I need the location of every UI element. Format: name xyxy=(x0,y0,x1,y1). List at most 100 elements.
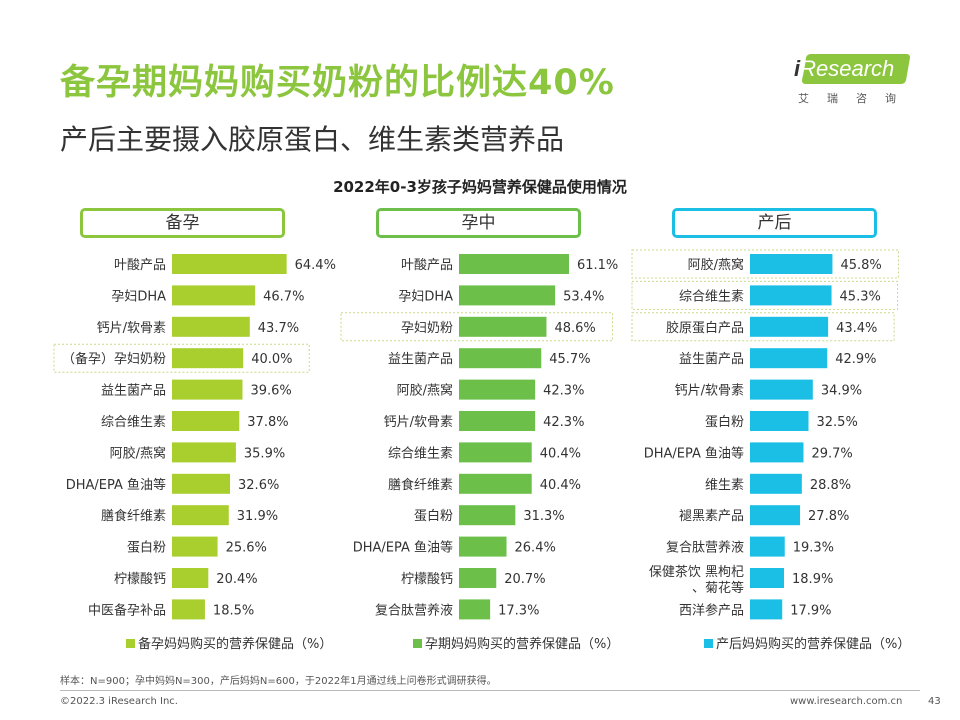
bar xyxy=(172,379,243,400)
bar xyxy=(750,316,829,337)
bar xyxy=(750,285,832,306)
bar xyxy=(750,348,828,369)
value-label: 40.0% xyxy=(251,352,292,367)
bar xyxy=(459,505,516,526)
value-label: 42.3% xyxy=(543,384,584,399)
category-label: DHA/EPA 鱼油等 xyxy=(353,540,453,556)
value-label: 27.8% xyxy=(808,509,849,524)
category-label: 阿胶/燕窝 xyxy=(688,257,744,273)
category-label: 综合维生素 xyxy=(388,446,453,461)
footer-divider xyxy=(60,690,920,691)
bar xyxy=(172,411,240,431)
bar xyxy=(750,505,801,526)
bar xyxy=(459,599,491,620)
category-label: 西洋参产品 xyxy=(679,602,744,618)
category-label: 钙片/软骨素 xyxy=(384,415,453,430)
copyright: ©2022.3 iResearch Inc. xyxy=(60,696,178,707)
category-label: 复合肽营养液 xyxy=(375,602,453,618)
legend-label: 孕期妈妈购买的营养保健品（%） xyxy=(425,636,619,652)
bar xyxy=(750,411,809,431)
legend-label: 产后妈妈购买的营养保健品（%） xyxy=(716,636,910,652)
panel-header-post: 产后 xyxy=(672,208,877,238)
category-label: 蛋白粉 xyxy=(414,508,453,524)
category-label: 、菊花等 xyxy=(692,580,744,596)
bar xyxy=(172,599,205,620)
value-label: 29.7% xyxy=(811,446,852,461)
footnote: 样本：N=900；孕中妈妈N=300，产后妈妈N=600，于2022年1月通过线… xyxy=(60,676,497,687)
category-label: 复合肽营养液 xyxy=(666,540,744,556)
category-label: 柠檬酸钙 xyxy=(114,572,166,587)
legend-swatch xyxy=(704,639,713,648)
highlight-box xyxy=(631,249,899,279)
bar xyxy=(459,348,542,369)
panel-header-preg: 孕中 xyxy=(376,208,581,238)
category-label: DHA/EPA 鱼油等 xyxy=(644,445,744,461)
category-label: 益生菌产品 xyxy=(388,352,453,367)
value-label: 45.7% xyxy=(549,352,590,367)
website-link[interactable]: www.iresearch.com.cn xyxy=(790,696,903,707)
bar xyxy=(172,348,244,369)
value-label: 45.8% xyxy=(840,258,881,273)
value-label: 20.7% xyxy=(504,572,545,587)
value-label: 45.3% xyxy=(840,289,881,304)
value-label: 53.4% xyxy=(563,289,604,304)
value-label: 31.9% xyxy=(237,509,278,524)
bar xyxy=(750,536,785,557)
bar xyxy=(172,254,287,274)
bar xyxy=(750,379,813,400)
category-label: 叶酸产品 xyxy=(114,258,166,273)
category-label: 钙片/软骨素 xyxy=(97,321,166,336)
bar xyxy=(750,599,783,620)
value-label: 43.4% xyxy=(836,321,877,336)
value-label: 42.9% xyxy=(835,352,876,367)
legend-swatch xyxy=(413,639,422,648)
value-label: 37.8% xyxy=(247,415,288,430)
value-label: 18.9% xyxy=(792,572,833,587)
value-label: 43.7% xyxy=(258,321,299,336)
bar xyxy=(750,568,785,588)
category-label: 阿胶/燕窝 xyxy=(110,445,166,461)
bar xyxy=(459,285,556,306)
bar xyxy=(172,568,209,588)
value-label: 64.4% xyxy=(295,258,336,273)
category-label: DHA/EPA 鱼油等 xyxy=(66,477,166,493)
bar xyxy=(750,254,833,274)
category-label: 胶原蛋白产品 xyxy=(666,320,744,336)
value-label: 17.9% xyxy=(790,603,831,618)
category-label: 综合维生素 xyxy=(101,415,166,430)
bar xyxy=(459,568,497,588)
category-label: 中医备孕补品 xyxy=(88,602,166,618)
bar xyxy=(459,442,532,463)
bar xyxy=(459,379,536,400)
page-number: 43 xyxy=(928,696,941,707)
value-label: 40.4% xyxy=(540,446,581,461)
bar xyxy=(172,442,236,463)
bar xyxy=(172,505,229,526)
value-label: 28.8% xyxy=(810,478,851,493)
bar xyxy=(459,536,507,557)
bar xyxy=(750,442,804,463)
highlight-box xyxy=(631,280,899,310)
bar xyxy=(172,285,256,306)
bar xyxy=(750,473,802,494)
category-label: 膳食纤维素 xyxy=(101,508,166,524)
category-label: 孕妇DHA xyxy=(398,288,453,304)
category-label: 孕妇奶粉 xyxy=(401,320,453,336)
category-label: 膳食纤维素 xyxy=(388,477,453,493)
category-label: 益生菌产品 xyxy=(101,384,166,399)
value-label: 18.5% xyxy=(213,603,254,618)
category-label: 蛋白粉 xyxy=(705,414,744,430)
category-label: 益生菌产品 xyxy=(679,352,744,367)
legend-label: 备孕妈妈购买的营养保健品（%） xyxy=(138,636,332,652)
highlight-box xyxy=(53,343,310,373)
category-label: 保健茶饮 黑枸杞 xyxy=(649,564,744,580)
category-label: 综合维生素 xyxy=(679,289,744,304)
bar xyxy=(459,473,532,494)
category-label: 柠檬酸钙 xyxy=(401,572,453,587)
value-label: 40.4% xyxy=(540,478,581,493)
value-label: 26.4% xyxy=(515,541,556,556)
legend-swatch xyxy=(126,639,135,648)
category-label: 阿胶/燕窝 xyxy=(397,383,453,399)
category-label: 维生素 xyxy=(705,478,744,493)
page-title: 备孕期妈妈购买奶粉的比例达40% xyxy=(60,63,615,103)
